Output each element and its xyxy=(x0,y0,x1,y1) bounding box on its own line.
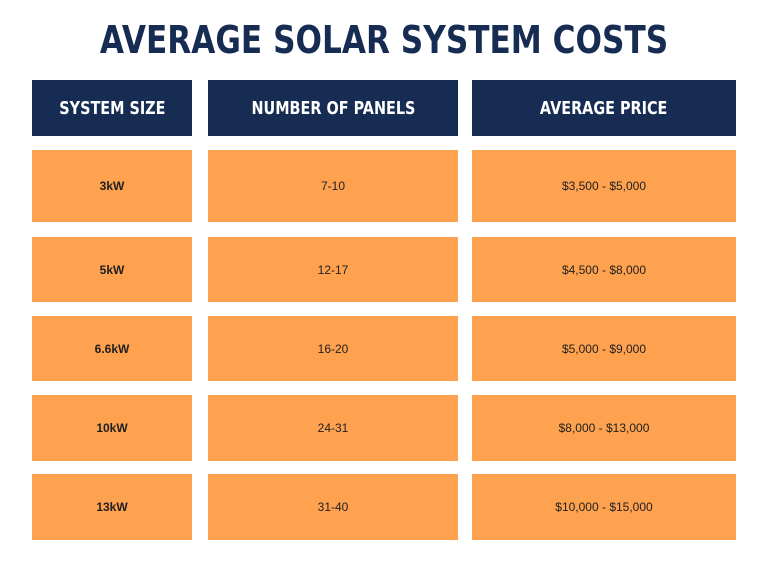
table-row-2-panels: 12-17 xyxy=(208,237,458,302)
table-row-5-panels: 31-40 xyxy=(208,474,458,540)
header-average-price-label: AVERAGE PRICE xyxy=(540,97,668,119)
table-row-5-size: 13kW xyxy=(32,474,192,540)
table-row-5-price: $10,000 - $15,000 xyxy=(472,474,736,540)
header-system-size: SYSTEM SIZE xyxy=(32,80,192,136)
table-row-1-price: $3,500 - $5,000 xyxy=(472,150,736,222)
header-average-price: AVERAGE PRICE xyxy=(472,80,736,136)
table-row-1-panels: 7-10 xyxy=(208,150,458,222)
table-row-4-size: 10kW xyxy=(32,395,192,461)
header-number-of-panels: NUMBER OF PANELS xyxy=(208,80,458,136)
page-title: AVERAGE SOLAR SYSTEM COSTS xyxy=(99,18,669,62)
header-number-of-panels-label: NUMBER OF PANELS xyxy=(251,97,415,119)
table-row-3-price: $5,000 - $9,000 xyxy=(472,316,736,381)
table-row-1-size: 3kW xyxy=(32,150,192,222)
header-system-size-label: SYSTEM SIZE xyxy=(58,97,166,119)
table-row-2-size: 5kW xyxy=(32,237,192,302)
table-row-3-size: 6.6kW xyxy=(32,316,192,381)
table-row-4-price: $8,000 - $13,000 xyxy=(472,395,736,461)
table-row-4-panels: 24-31 xyxy=(208,395,458,461)
table-row-2-price: $4,500 - $8,000 xyxy=(472,237,736,302)
table-row-3-panels: 16-20 xyxy=(208,316,458,381)
